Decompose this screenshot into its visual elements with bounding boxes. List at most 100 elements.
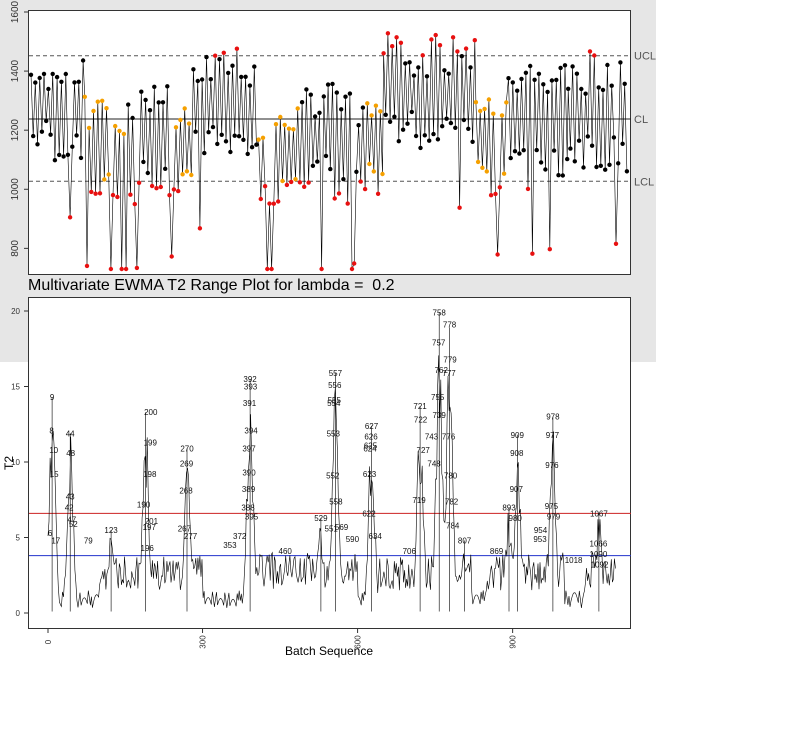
top-data-point xyxy=(390,44,395,49)
top-data-point xyxy=(165,84,170,89)
top-data-point xyxy=(515,88,520,93)
top-data-point xyxy=(405,121,410,126)
top-data-point xyxy=(208,77,213,82)
top-data-point xyxy=(89,189,94,195)
point-label: 807 xyxy=(458,537,472,546)
point-label: 625 xyxy=(364,441,378,450)
top-data-point xyxy=(587,49,593,54)
top-data-point xyxy=(592,53,597,58)
top-data-point xyxy=(239,74,244,80)
top-data-point xyxy=(323,153,329,159)
top-data-point xyxy=(310,163,316,168)
top-data-point xyxy=(517,151,522,156)
top-data-point xyxy=(302,184,307,189)
top-data-point xyxy=(506,76,511,81)
top-data-point xyxy=(152,84,157,90)
top-data-point xyxy=(126,102,131,107)
point-label: 196 xyxy=(141,544,155,553)
top-data-point xyxy=(117,128,122,134)
top-data-point xyxy=(611,135,617,140)
top-y-tick-label: 1400 xyxy=(10,60,21,83)
top-data-point xyxy=(102,177,107,182)
top-data-point xyxy=(206,130,211,135)
point-label: 395 xyxy=(245,512,259,521)
top-data-point xyxy=(293,177,298,182)
top-data-point xyxy=(241,137,246,142)
top-data-point xyxy=(589,143,595,148)
top-data-point xyxy=(407,60,412,65)
point-label: 869 xyxy=(490,547,504,556)
point-label: 556 xyxy=(328,381,342,390)
top-data-point xyxy=(50,71,55,77)
top-data-point xyxy=(579,86,584,92)
point-label: 755 xyxy=(431,393,445,402)
top-data-point xyxy=(280,178,285,184)
top-data-point xyxy=(450,35,456,40)
top-data-point xyxy=(33,80,38,85)
top-data-point xyxy=(106,172,111,177)
top-data-point xyxy=(532,77,537,83)
top-data-point xyxy=(576,138,582,143)
top-data-point xyxy=(210,124,216,130)
top-data-point xyxy=(480,165,485,170)
point-label: 622 xyxy=(362,509,376,518)
top-data-point xyxy=(375,191,381,196)
top-data-point xyxy=(381,51,386,56)
top-data-point xyxy=(581,165,586,170)
top-data-point xyxy=(491,111,496,116)
top-data-point xyxy=(482,106,487,112)
point-label: 907 xyxy=(510,485,524,494)
top-data-point xyxy=(258,196,263,202)
top-data-point xyxy=(354,169,359,174)
top-data-point xyxy=(136,180,142,185)
top-data-point xyxy=(556,173,561,178)
top-data-point xyxy=(549,78,555,83)
top-data-point xyxy=(422,133,427,138)
top-data-point xyxy=(221,50,226,55)
top-data-point xyxy=(403,61,408,66)
top-data-point xyxy=(291,127,296,132)
top-data-point xyxy=(273,122,279,127)
point-label: 908 xyxy=(510,449,524,458)
top-y-tick-label: 800 xyxy=(10,240,21,257)
top-data-point xyxy=(219,132,224,137)
top-data-point xyxy=(551,148,557,153)
top-data-point xyxy=(141,159,146,165)
point-label: 1066 xyxy=(590,540,608,549)
top-y-tick-label: 1000 xyxy=(10,178,21,201)
top-data-point xyxy=(74,133,79,138)
bottom-x-tick-label: 300 xyxy=(199,635,208,649)
point-label: 267 xyxy=(178,524,192,533)
top-data-point xyxy=(163,166,168,171)
top-data-point xyxy=(493,191,498,197)
top-data-point xyxy=(622,81,627,87)
top-data-point xyxy=(226,70,231,76)
point-label: 52 xyxy=(69,520,78,529)
top-data-point xyxy=(108,266,114,272)
top-data-point xyxy=(91,108,96,114)
top-data-point xyxy=(358,179,363,184)
top-data-point xyxy=(349,266,355,272)
top-data-point xyxy=(568,146,573,151)
bottom-chart-title: Multivariate EWMA T2 Range Plot for lamb… xyxy=(28,277,395,294)
point-label: 782 xyxy=(445,497,459,506)
top-data-point xyxy=(495,252,500,257)
top-data-point xyxy=(147,108,153,113)
point-label: 757 xyxy=(432,339,446,348)
point-label: 353 xyxy=(223,541,237,550)
top-data-point xyxy=(362,186,368,192)
top-data-point xyxy=(620,141,625,146)
top-data-point xyxy=(121,131,127,137)
point-label: 44 xyxy=(66,429,75,438)
top-data-point xyxy=(367,161,372,167)
top-data-point xyxy=(565,156,570,162)
top-data-point xyxy=(115,194,120,200)
point-label: 269 xyxy=(180,460,194,469)
bottom-y-tick-label: 10 xyxy=(11,458,20,467)
top-data-point xyxy=(269,266,274,272)
top-data-point xyxy=(128,192,133,197)
top-data-point xyxy=(478,108,483,114)
top-data-point xyxy=(215,141,220,147)
point-label: 777 xyxy=(442,369,456,378)
